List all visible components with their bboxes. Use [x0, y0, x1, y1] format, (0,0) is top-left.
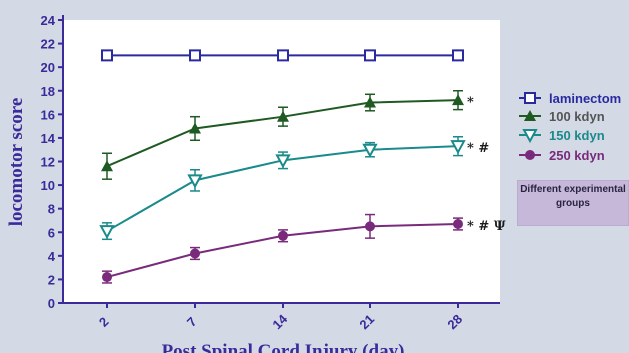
legend-marker	[524, 110, 536, 121]
data-point	[452, 49, 464, 62]
series-layer: * * # * # Ψ	[99, 49, 506, 284]
y-tick-label: 0	[48, 296, 55, 311]
legend-marker	[522, 129, 538, 144]
data-point	[275, 154, 291, 169]
legend-label: 150 kdyn	[549, 128, 605, 143]
significance-label: *	[467, 95, 474, 110]
y-tick-label: 22	[41, 37, 55, 52]
y-tick-label: 8	[48, 202, 55, 217]
x-tick-label: 7	[184, 314, 200, 330]
data-point	[452, 94, 464, 106]
legend-item-0: laminectom	[519, 91, 621, 106]
data-point	[99, 225, 115, 240]
series-0	[101, 49, 464, 62]
data-point	[189, 49, 201, 62]
y-tick-label: 10	[41, 178, 55, 193]
data-point	[364, 96, 376, 108]
legend-marker	[525, 150, 535, 160]
x-tick-label: 21	[356, 311, 377, 332]
y-tick-label: 14	[41, 131, 56, 146]
y-tick-label: 6	[48, 225, 55, 240]
y-tick-label: 12	[41, 155, 55, 170]
data-point	[364, 49, 376, 62]
x-tick-label: 14	[269, 311, 290, 332]
x-tick-label: 28	[444, 311, 465, 332]
data-point	[450, 140, 466, 155]
series-2: * #	[99, 135, 489, 241]
legend-item-3: 250 kdyn	[519, 148, 605, 163]
series-1: *	[101, 90, 474, 180]
data-point	[278, 230, 288, 241]
data-point	[102, 272, 112, 283]
y-tick-label: 24	[41, 13, 56, 28]
data-point	[365, 221, 375, 232]
y-tick-label: 4	[48, 249, 56, 264]
y-tick-label: 20	[41, 60, 55, 75]
significance-label: * # Ψ	[467, 219, 506, 234]
y-axis-title: locomotor score	[6, 98, 27, 227]
data-point	[453, 218, 463, 229]
legend-item-1: 100 kdyn	[519, 109, 605, 124]
legend-label: 250 kdyn	[549, 148, 605, 163]
legend-item-2: 150 kdyn	[519, 128, 605, 144]
y-tick-label: 2	[48, 272, 55, 287]
data-point	[101, 49, 113, 62]
data-point	[101, 160, 113, 172]
series-3: * # Ψ	[102, 213, 506, 284]
data-point	[277, 110, 289, 122]
data-point	[189, 122, 201, 134]
note-line-2: groups	[556, 198, 590, 209]
data-point	[190, 248, 200, 259]
legend: laminectom 100 kdyn 150 kdyn 250 kdyn	[519, 91, 621, 163]
legend-label: laminectom	[549, 91, 621, 106]
y-tick-label: 18	[41, 84, 55, 99]
data-point	[187, 174, 203, 189]
significance-label: * #	[467, 141, 489, 156]
x-tick-label: 2	[96, 314, 112, 330]
x-axis-title: Post Spinal Cord Injury (day)	[162, 341, 405, 353]
legend-label: 100 kdyn	[549, 109, 605, 124]
note-line-1: Different experimental	[520, 184, 626, 195]
note-box: Different experimental groups	[517, 180, 629, 226]
data-point	[277, 49, 289, 62]
data-point	[362, 143, 378, 158]
y-tick-label: 16	[41, 107, 55, 122]
legend-marker	[524, 92, 536, 104]
